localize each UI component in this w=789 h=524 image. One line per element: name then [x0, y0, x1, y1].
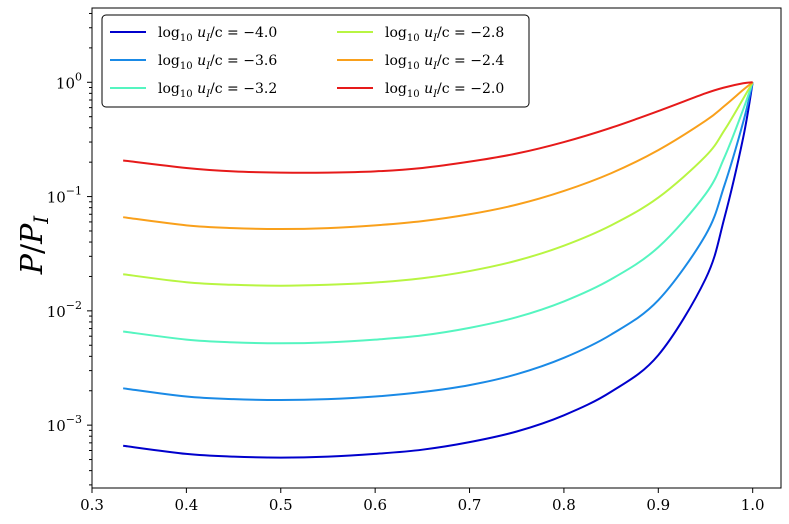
y-axis-label: P/PI: [15, 215, 53, 275]
legend-label-6: log10 uI/c = −2.0: [385, 81, 504, 100]
x-tick-label: 0.6: [363, 496, 387, 514]
x-tick-label: 0.7: [458, 496, 482, 514]
x-tick-label: 0.8: [552, 496, 576, 514]
y-tick-label-base: 10: [47, 189, 66, 207]
x-tick-label: 1.0: [741, 496, 765, 514]
y-tick-label-exponent: −3: [66, 413, 82, 426]
y-axis-label-slash: /: [15, 243, 50, 254]
x-tick-label: 0.9: [646, 496, 670, 514]
y-axis-label-sub: I: [29, 215, 53, 225]
legend-label-2: log10 uI/c = −3.6: [158, 53, 277, 72]
series-line-5: [123, 81, 754, 231]
series-line-6: [123, 81, 753, 174]
y-axis-label-p: P: [15, 253, 50, 275]
y-tick-label: 10−2: [47, 299, 82, 321]
y-tick-label-base: 10: [47, 303, 66, 321]
y-tick-label-base: 10: [47, 417, 66, 435]
y-tick-label-base: 10: [56, 74, 75, 92]
series-line-1: [123, 82, 754, 459]
y-tick-label-exponent: 0: [75, 70, 82, 83]
y-tick-label-exponent: −2: [66, 299, 82, 312]
legend: log10 uI/c = −4.0 log10 uI/c = −3.6 log10 …: [101, 14, 530, 108]
x-axis-ticks: 0.3 0.4 0.5 0.6 0.7 0.8 0.9 1.0: [80, 488, 765, 514]
legend-label-3: log10 uI/c = −3.2: [158, 81, 277, 100]
series-line-3: [123, 81, 754, 345]
legend-label-4: log10 uI/c = −2.8: [385, 25, 504, 44]
y-tick-label-exponent: −1: [66, 185, 82, 198]
legend-label-5: log10 uI/c = −2.4: [385, 53, 504, 72]
series-lines: [123, 81, 754, 459]
series-line-2: [123, 82, 754, 401]
plot-frame: [91, 7, 782, 489]
x-tick-label: 0.3: [80, 496, 104, 514]
legend-label-1: log10 uI/c = −4.0: [158, 25, 277, 44]
y-tick-label: 10−1: [47, 185, 82, 207]
y-axis-label-pi: P: [15, 223, 50, 245]
y-tick-label: 10−3: [47, 413, 82, 435]
y-tick-label: 100: [56, 70, 82, 92]
x-tick-label: 0.4: [174, 496, 198, 514]
series-line-4: [123, 81, 754, 287]
legend-box: [101, 14, 530, 108]
x-tick-label: 0.5: [269, 496, 293, 514]
